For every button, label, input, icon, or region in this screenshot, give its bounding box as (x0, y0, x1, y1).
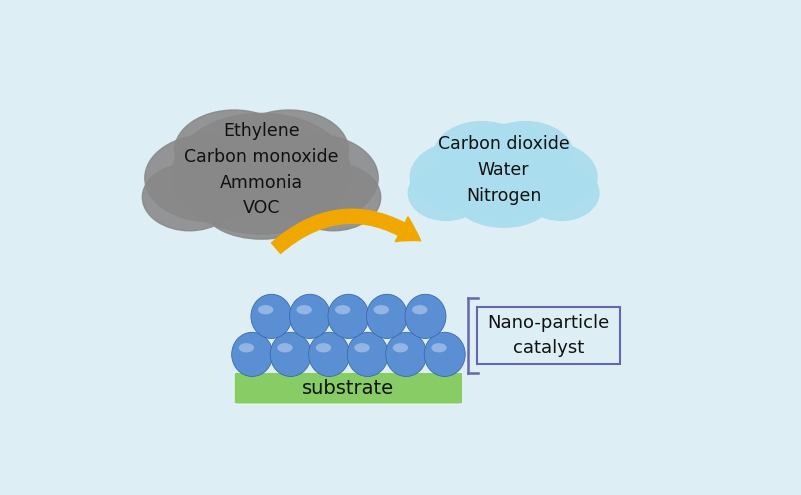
Text: Nano-particle
catalyst: Nano-particle catalyst (487, 314, 610, 357)
FancyBboxPatch shape (234, 372, 463, 404)
Ellipse shape (316, 343, 331, 352)
Ellipse shape (231, 332, 272, 377)
Ellipse shape (386, 332, 427, 377)
Ellipse shape (286, 164, 380, 231)
FancyBboxPatch shape (477, 307, 620, 364)
Ellipse shape (373, 305, 389, 314)
Ellipse shape (405, 294, 446, 339)
Ellipse shape (434, 122, 529, 188)
Ellipse shape (249, 134, 378, 222)
Ellipse shape (425, 332, 465, 377)
Ellipse shape (347, 332, 388, 377)
FancyArrowPatch shape (272, 209, 421, 253)
Ellipse shape (172, 113, 351, 234)
Ellipse shape (229, 110, 348, 191)
Ellipse shape (175, 110, 294, 191)
Ellipse shape (392, 343, 409, 352)
Ellipse shape (251, 294, 292, 339)
Ellipse shape (456, 172, 551, 227)
Ellipse shape (270, 332, 311, 377)
Ellipse shape (410, 142, 513, 213)
Ellipse shape (432, 124, 575, 223)
Ellipse shape (367, 294, 408, 339)
Ellipse shape (296, 305, 312, 314)
Ellipse shape (412, 305, 428, 314)
Ellipse shape (308, 332, 350, 377)
Ellipse shape (239, 343, 254, 352)
Ellipse shape (145, 134, 274, 222)
Ellipse shape (277, 343, 292, 352)
Text: Carbon dioxide
Water
Nitrogen: Carbon dioxide Water Nitrogen (438, 135, 570, 205)
Ellipse shape (335, 305, 350, 314)
Ellipse shape (431, 343, 447, 352)
Ellipse shape (289, 294, 330, 339)
Ellipse shape (258, 305, 273, 314)
Ellipse shape (493, 142, 597, 213)
Ellipse shape (409, 165, 484, 220)
Ellipse shape (202, 172, 321, 239)
Ellipse shape (328, 294, 369, 339)
Text: Ethylene
Carbon monoxide
Ammonia
VOC: Ethylene Carbon monoxide Ammonia VOC (184, 122, 339, 217)
Text: substrate: substrate (302, 379, 395, 397)
Ellipse shape (524, 165, 599, 220)
Ellipse shape (143, 164, 237, 231)
Ellipse shape (478, 122, 574, 188)
Ellipse shape (354, 343, 369, 352)
